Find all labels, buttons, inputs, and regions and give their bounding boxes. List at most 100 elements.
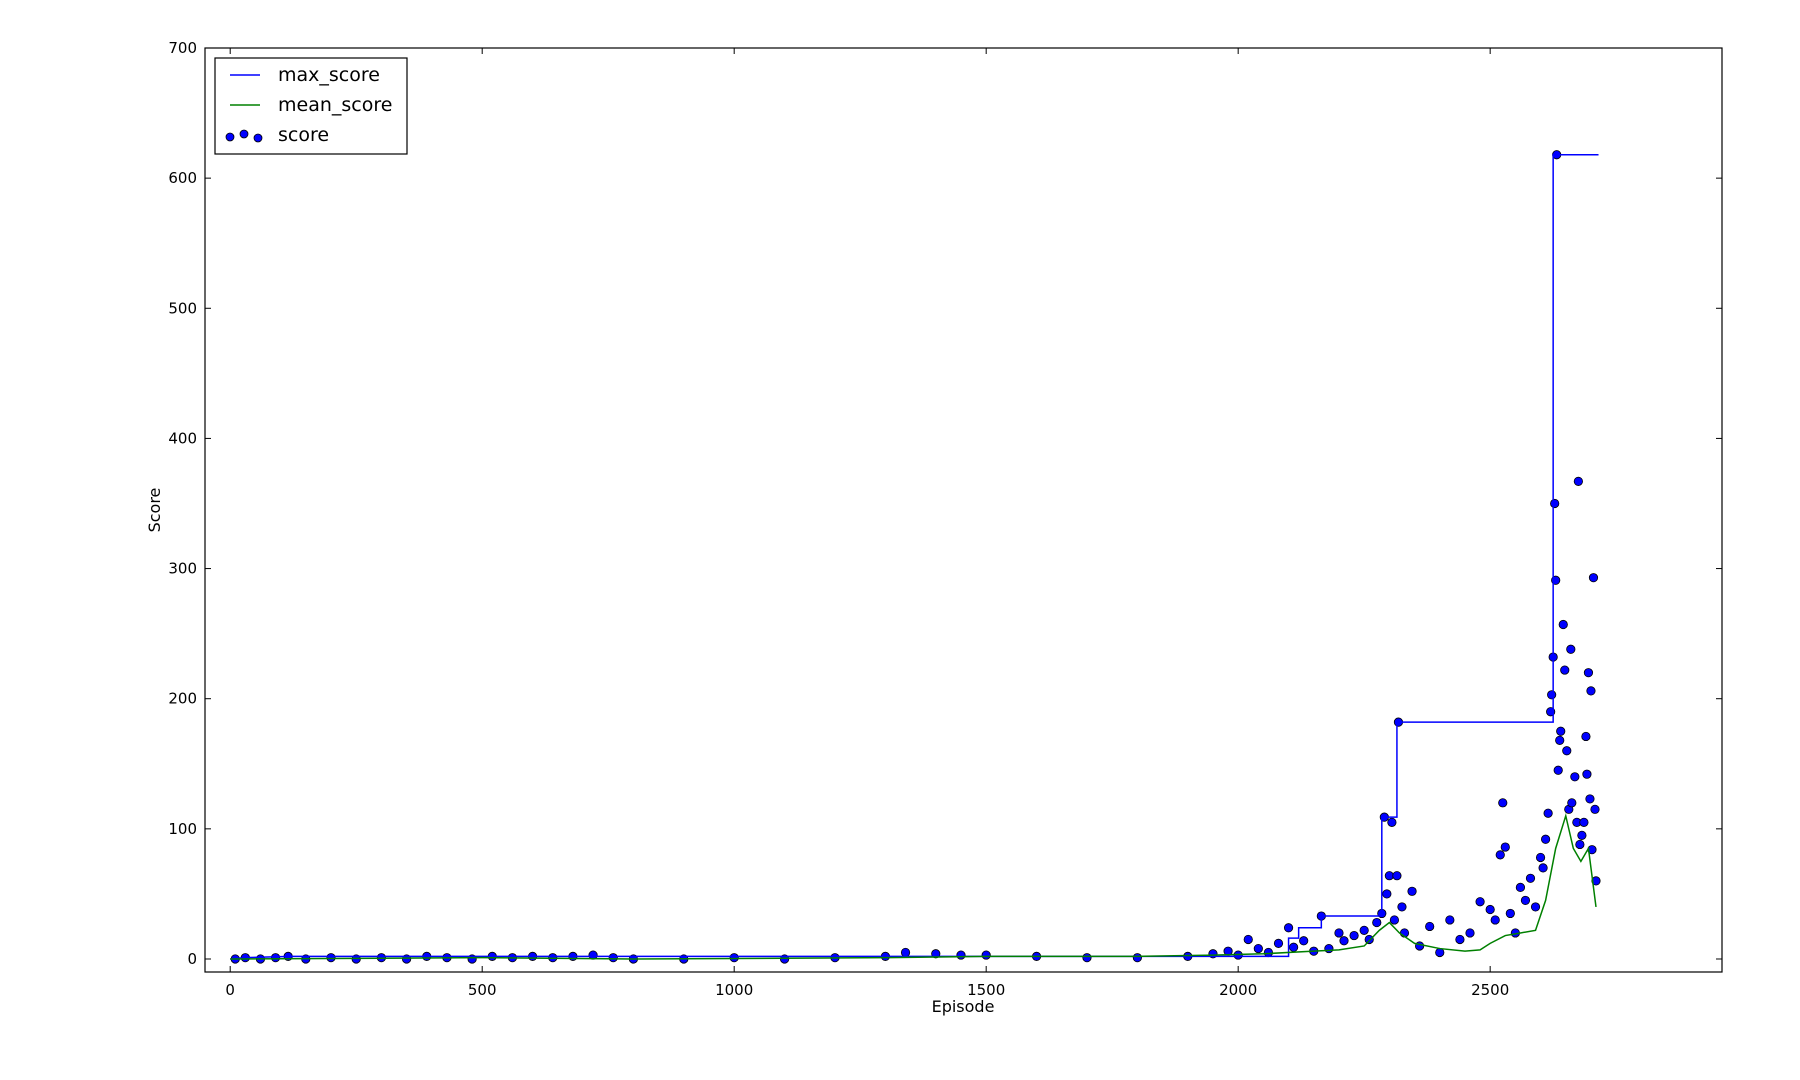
score-point xyxy=(1387,817,1397,827)
score-point xyxy=(1535,852,1546,863)
score-point xyxy=(1490,915,1500,925)
score-point xyxy=(1562,746,1572,756)
score-point xyxy=(956,950,966,960)
score-point xyxy=(1324,943,1334,954)
score-point xyxy=(1566,644,1576,654)
score-point xyxy=(1384,871,1394,881)
y-tick-label: 0 xyxy=(187,950,197,968)
score-point xyxy=(326,953,336,963)
score-point xyxy=(1339,936,1349,946)
score-point xyxy=(1583,668,1594,678)
score-point xyxy=(1498,798,1508,808)
score-point xyxy=(1392,871,1402,881)
score-point xyxy=(1556,726,1566,736)
score-point xyxy=(1581,731,1591,742)
plot-background xyxy=(205,48,1722,972)
score-point xyxy=(1495,850,1505,860)
score-point xyxy=(1560,665,1570,675)
score-point xyxy=(1555,735,1565,745)
score-point xyxy=(1543,808,1553,818)
score-point xyxy=(1547,690,1557,700)
score-point xyxy=(1425,921,1435,932)
score-point xyxy=(1591,876,1601,886)
score-point xyxy=(1082,953,1092,963)
score-point xyxy=(1349,930,1359,941)
score-point xyxy=(1579,817,1589,827)
score-point xyxy=(1582,769,1592,779)
x-tick-label: 2500 xyxy=(1471,981,1509,999)
series-layer xyxy=(230,150,1601,964)
x-tick-label: 1000 xyxy=(715,981,753,999)
score-point xyxy=(1515,882,1526,893)
legend-score-dot-1 xyxy=(225,132,235,142)
score-point xyxy=(1407,886,1417,896)
score-point xyxy=(1577,830,1587,840)
score-point xyxy=(1485,904,1495,915)
score-point xyxy=(1573,476,1583,486)
mean-score-line xyxy=(230,812,1597,960)
score-point xyxy=(1530,902,1541,912)
score-point xyxy=(1558,619,1568,630)
score-point xyxy=(1415,941,1425,951)
score-point xyxy=(1505,908,1515,919)
y-tick-label: 400 xyxy=(168,429,197,447)
y-tick-label: 300 xyxy=(168,560,197,578)
score-point xyxy=(1382,889,1392,899)
legend-score-dot-3 xyxy=(253,133,263,143)
score-point xyxy=(900,947,911,958)
legend-score-dot-2 xyxy=(239,129,249,139)
score-point xyxy=(1570,772,1580,782)
score-point xyxy=(1538,863,1548,873)
x-tick-label: 0 xyxy=(225,981,235,999)
score-point xyxy=(1372,917,1382,928)
score-point xyxy=(1283,923,1294,933)
score-point xyxy=(1132,953,1142,963)
y-tick-label: 700 xyxy=(168,39,197,57)
score-point xyxy=(1590,804,1600,814)
score-point xyxy=(729,953,739,963)
score-point xyxy=(981,950,991,960)
legend: max_score mean_score score xyxy=(214,57,408,155)
score-point xyxy=(1567,798,1577,808)
score-point xyxy=(1253,943,1263,954)
score-point xyxy=(1389,915,1400,925)
score-point xyxy=(1263,947,1274,958)
score-point xyxy=(1520,895,1531,906)
score-point xyxy=(1359,925,1369,935)
score-point xyxy=(1475,897,1485,907)
score-point xyxy=(608,953,618,963)
legend-box xyxy=(214,57,408,155)
score-point xyxy=(1586,686,1596,696)
plot-frame xyxy=(204,47,1723,973)
score-point xyxy=(1465,928,1475,938)
x-tick-label: 500 xyxy=(468,981,497,999)
score-point xyxy=(1299,936,1309,946)
y-tick-label: 500 xyxy=(168,299,197,317)
score-point xyxy=(1445,915,1455,925)
score-point xyxy=(1525,873,1536,883)
x-tick-label: 2000 xyxy=(1219,981,1257,999)
y-tick-label: 200 xyxy=(168,690,197,708)
x-axis-label: Episode xyxy=(932,997,995,1016)
score-point xyxy=(1273,938,1284,948)
score-point xyxy=(1575,839,1585,850)
score-point xyxy=(1541,834,1551,844)
y-axis-label: Score xyxy=(145,488,164,533)
y-tick-label: 100 xyxy=(168,820,197,838)
score-point xyxy=(1364,934,1374,945)
y-tick-label: 600 xyxy=(168,169,197,187)
legend-max-score-label: max_score xyxy=(278,64,380,86)
score-point xyxy=(1585,794,1595,804)
score-point xyxy=(270,953,281,963)
legend-score-label: score xyxy=(278,124,329,146)
score-point xyxy=(1243,934,1253,945)
score-point xyxy=(1455,934,1465,945)
ticks-layer: 0 500 1000 1500 2000 2500 0 100 200 300 400 500 600 7… xyxy=(168,39,1722,999)
score-point xyxy=(1397,902,1407,912)
score-point xyxy=(1289,942,1299,952)
score-point xyxy=(1550,498,1560,509)
score-point xyxy=(1553,765,1563,775)
legend-mean-score-label: mean_score xyxy=(278,94,392,116)
score-point xyxy=(1334,928,1344,938)
